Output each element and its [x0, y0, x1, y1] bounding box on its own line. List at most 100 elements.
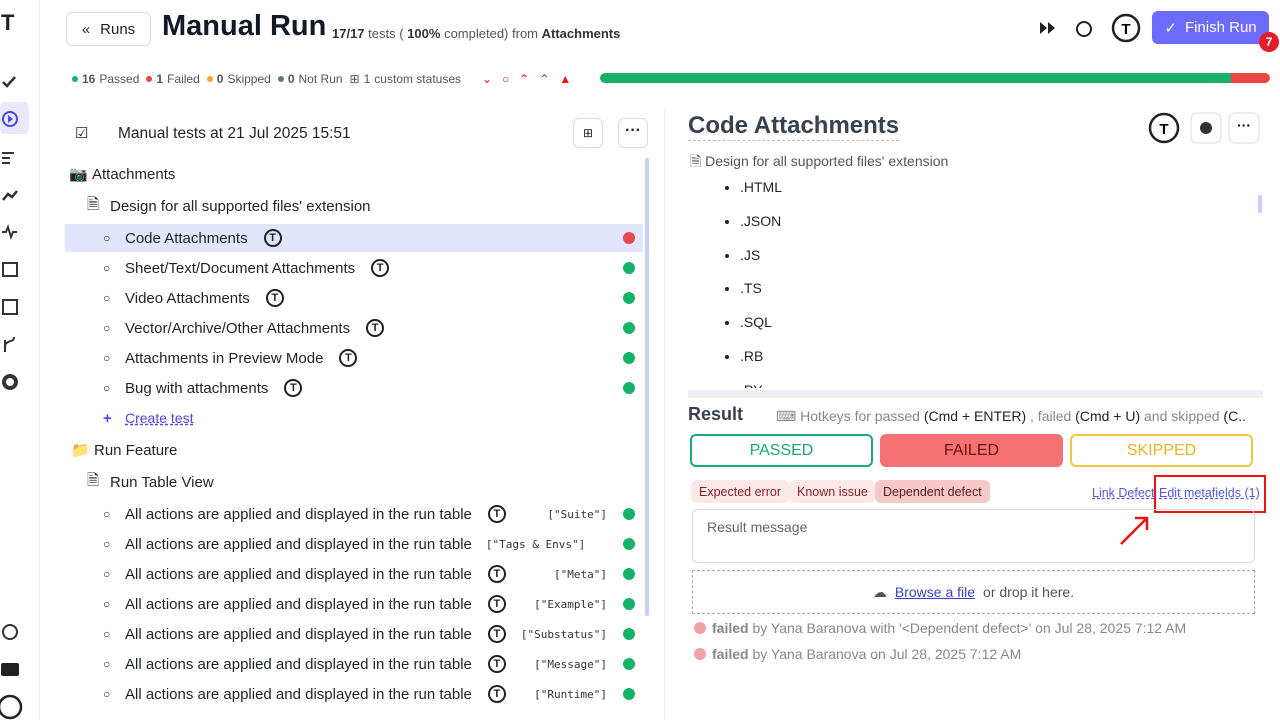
nav-icon[interactable] — [2, 223, 17, 241]
upload-zone[interactable]: ☁ Browse a file or drop it here. — [692, 570, 1255, 614]
status-icon — [623, 658, 635, 670]
label: All actions are applied and displayed in… — [125, 595, 472, 613]
run-next[interactable] — [1040, 22, 1055, 34]
icon: ○ — [103, 291, 111, 305]
test-title: Code Attachments — [688, 112, 900, 141]
icon: + — [103, 409, 112, 427]
assignee[interactable] — [1148, 112, 1180, 144]
icon: ○ — [103, 381, 111, 395]
tag: ["Runtime"] — [534, 687, 607, 701]
extension: .HTML — [740, 180, 1258, 205]
back-button[interactable]: « Runs — [66, 12, 151, 46]
user-avatar[interactable] — [0, 694, 23, 720]
status-icon — [623, 628, 635, 640]
stat-label: custom statuses — [374, 72, 461, 86]
test-tree: 📷 Attachments 🗎 Design for all supported fi… — [65, 158, 645, 720]
more-button[interactable]: ··· — [618, 118, 648, 148]
label: Video Attachments — [125, 289, 250, 307]
annotation-arrow — [1120, 516, 1149, 545]
tag: ["Substatus"] — [520, 627, 607, 641]
avatar-letter: T — [1121, 21, 1130, 38]
finish-label: Finish Run — [1184, 19, 1257, 36]
status-icon — [623, 568, 635, 580]
status-dot — [72, 76, 78, 82]
nav-icon[interactable] — [2, 190, 18, 201]
drop-text: or drop it here. — [983, 584, 1075, 600]
skipped-button[interactable]: SKIPPED — [1070, 434, 1253, 467]
test-row[interactable]: ○ All actions are applied and displayed i… — [65, 590, 643, 618]
test-row[interactable]: ○ Attachments in Preview Mode T — [65, 344, 643, 372]
bar-segment — [600, 73, 1231, 83]
stat: 16 Passed — [72, 72, 139, 86]
result-message[interactable]: Result message — [692, 509, 1255, 563]
history-text: failed by Yana Baranova on Jul 28, 2025 … — [712, 646, 1021, 662]
nav-icon[interactable] — [2, 111, 18, 127]
test-row[interactable]: ○ Vector/Archive/Other Attachments T — [65, 314, 643, 342]
icon: 🗎 — [87, 471, 100, 489]
history-detail: by Yana Baranova on Jul 28, 2025 7:12 AM — [752, 646, 1022, 662]
assignee-avatar: T — [487, 655, 506, 673]
test-row[interactable]: ○ All actions are applied and displayed i… — [65, 530, 643, 558]
test-row[interactable]: ○ All actions are applied and displayed i… — [65, 650, 643, 678]
failed-button[interactable]: FAILED — [880, 434, 1063, 467]
icon: ○ — [103, 657, 111, 671]
stat-count: 16 — [82, 72, 96, 86]
nav-icon[interactable] — [2, 152, 14, 164]
stat: ⊞ 1 custom statuses — [350, 72, 461, 86]
assignee-avatar: T — [487, 685, 506, 703]
test-row[interactable]: ○ All actions are applied and displayed i… — [65, 620, 643, 648]
nav-icon[interactable] — [4, 336, 15, 352]
assignee[interactable] — [1111, 13, 1141, 43]
substatus-chip[interactable]: Expected error — [691, 480, 789, 503]
nav-icon — [8, 115, 13, 123]
stat-label: Not Run — [298, 72, 343, 86]
browse-link[interactable]: Browse a file — [894, 584, 976, 600]
timer[interactable] — [1076, 21, 1092, 37]
edit-metafields[interactable]: Edit metafields (1) — [1159, 486, 1260, 500]
assignee-avatar: T — [487, 625, 506, 643]
test-row[interactable]: ○ Video Attachments T — [65, 284, 643, 312]
link-defect[interactable]: Link Defect — [1092, 486, 1155, 500]
suite: Attachments — [541, 26, 621, 41]
test-row[interactable]: ○ All actions are applied and displayed i… — [65, 500, 643, 528]
nav-active — [0, 102, 29, 134]
finish-run-button[interactable]: ✓ Finish Run — [1152, 11, 1269, 44]
nav-icon[interactable] — [2, 374, 18, 390]
suite-name: Design for all supported files' extensio… — [705, 153, 949, 169]
icon: ○ — [103, 351, 111, 365]
assignee-avatar: T — [339, 349, 358, 367]
history-status: failed — [712, 620, 749, 636]
tree-view-button[interactable]: ⊞ — [573, 118, 603, 148]
assignee-avatar: T — [284, 379, 303, 397]
nav-icon[interactable] — [2, 76, 16, 88]
passed-button[interactable]: PASSED — [690, 434, 873, 467]
icon: ○ — [103, 627, 111, 641]
test-row[interactable]: ○ Sheet/Text/Document Attachments T — [65, 254, 643, 282]
test-row[interactable]: ○ All actions are applied and displayed i… — [65, 560, 643, 588]
icon: ✓ — [1164, 19, 1177, 37]
history-detail: by Yana Baranova with '<Dependent defect… — [752, 620, 1187, 636]
test-row[interactable]: ○ Bug with attachments T — [65, 374, 643, 402]
assignee-avatar: T — [487, 595, 506, 613]
logo: T — [1, 10, 15, 35]
label: Run Feature — [94, 441, 178, 459]
suite-row: 📷 Attachments — [65, 160, 643, 188]
nav-icon[interactable] — [2, 299, 18, 315]
status-icon — [623, 352, 635, 364]
icon: ☑ — [75, 125, 89, 142]
more-button[interactable] — [1228, 112, 1260, 144]
nav-icon[interactable] — [2, 262, 18, 277]
status-icon — [623, 292, 635, 304]
status-dot — [277, 76, 284, 82]
substatus-chip[interactable]: Known issue — [789, 480, 876, 503]
badge: 7 — [1259, 32, 1279, 52]
nav-icon[interactable] — [1, 663, 19, 676]
substatus-chip[interactable]: Dependent defect — [875, 480, 990, 503]
test-row[interactable]: ○ Code Attachments T — [65, 224, 643, 252]
nav-icon[interactable] — [2, 624, 18, 640]
status-icon — [623, 598, 635, 610]
splitter[interactable] — [688, 390, 1263, 398]
create-row[interactable]: + Create test — [65, 404, 643, 432]
icon: ○ — [103, 507, 111, 521]
test-row[interactable]: ○ All actions are applied and displayed i… — [65, 680, 643, 708]
